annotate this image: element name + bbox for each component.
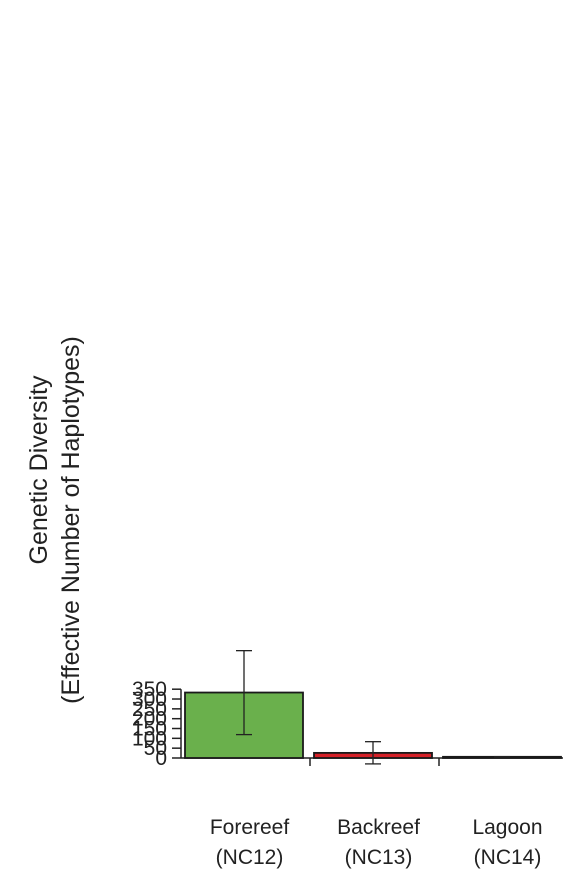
y-tick-label: 0 xyxy=(155,747,167,770)
y-tick-label: 50 xyxy=(144,737,167,760)
x-category-label: Lagoon xyxy=(472,816,542,839)
x-category-label: Backreef xyxy=(337,816,420,839)
y-tick-label: 200 xyxy=(132,708,167,731)
y-tick-label: 300 xyxy=(132,688,167,711)
y-axis-label-line2: (Effective Number of Haplotypes) xyxy=(57,336,85,704)
x-category-label: Forereef xyxy=(210,816,290,839)
y-axis-label-line1: Genetic Diversity xyxy=(25,375,53,564)
x-category-sublabel: (NC12) xyxy=(216,846,284,869)
y-tick-label: 350 xyxy=(132,678,167,701)
y-tick-label: 250 xyxy=(132,698,167,721)
y-tick-label: 150 xyxy=(132,718,167,741)
x-category-sublabel: (NC14) xyxy=(474,846,542,869)
y-axis-label: Genetic Diversity (Effective Number of H… xyxy=(25,336,85,704)
y-tick-label: 100 xyxy=(132,727,167,750)
x-category-sublabel: (NC13) xyxy=(345,846,413,869)
